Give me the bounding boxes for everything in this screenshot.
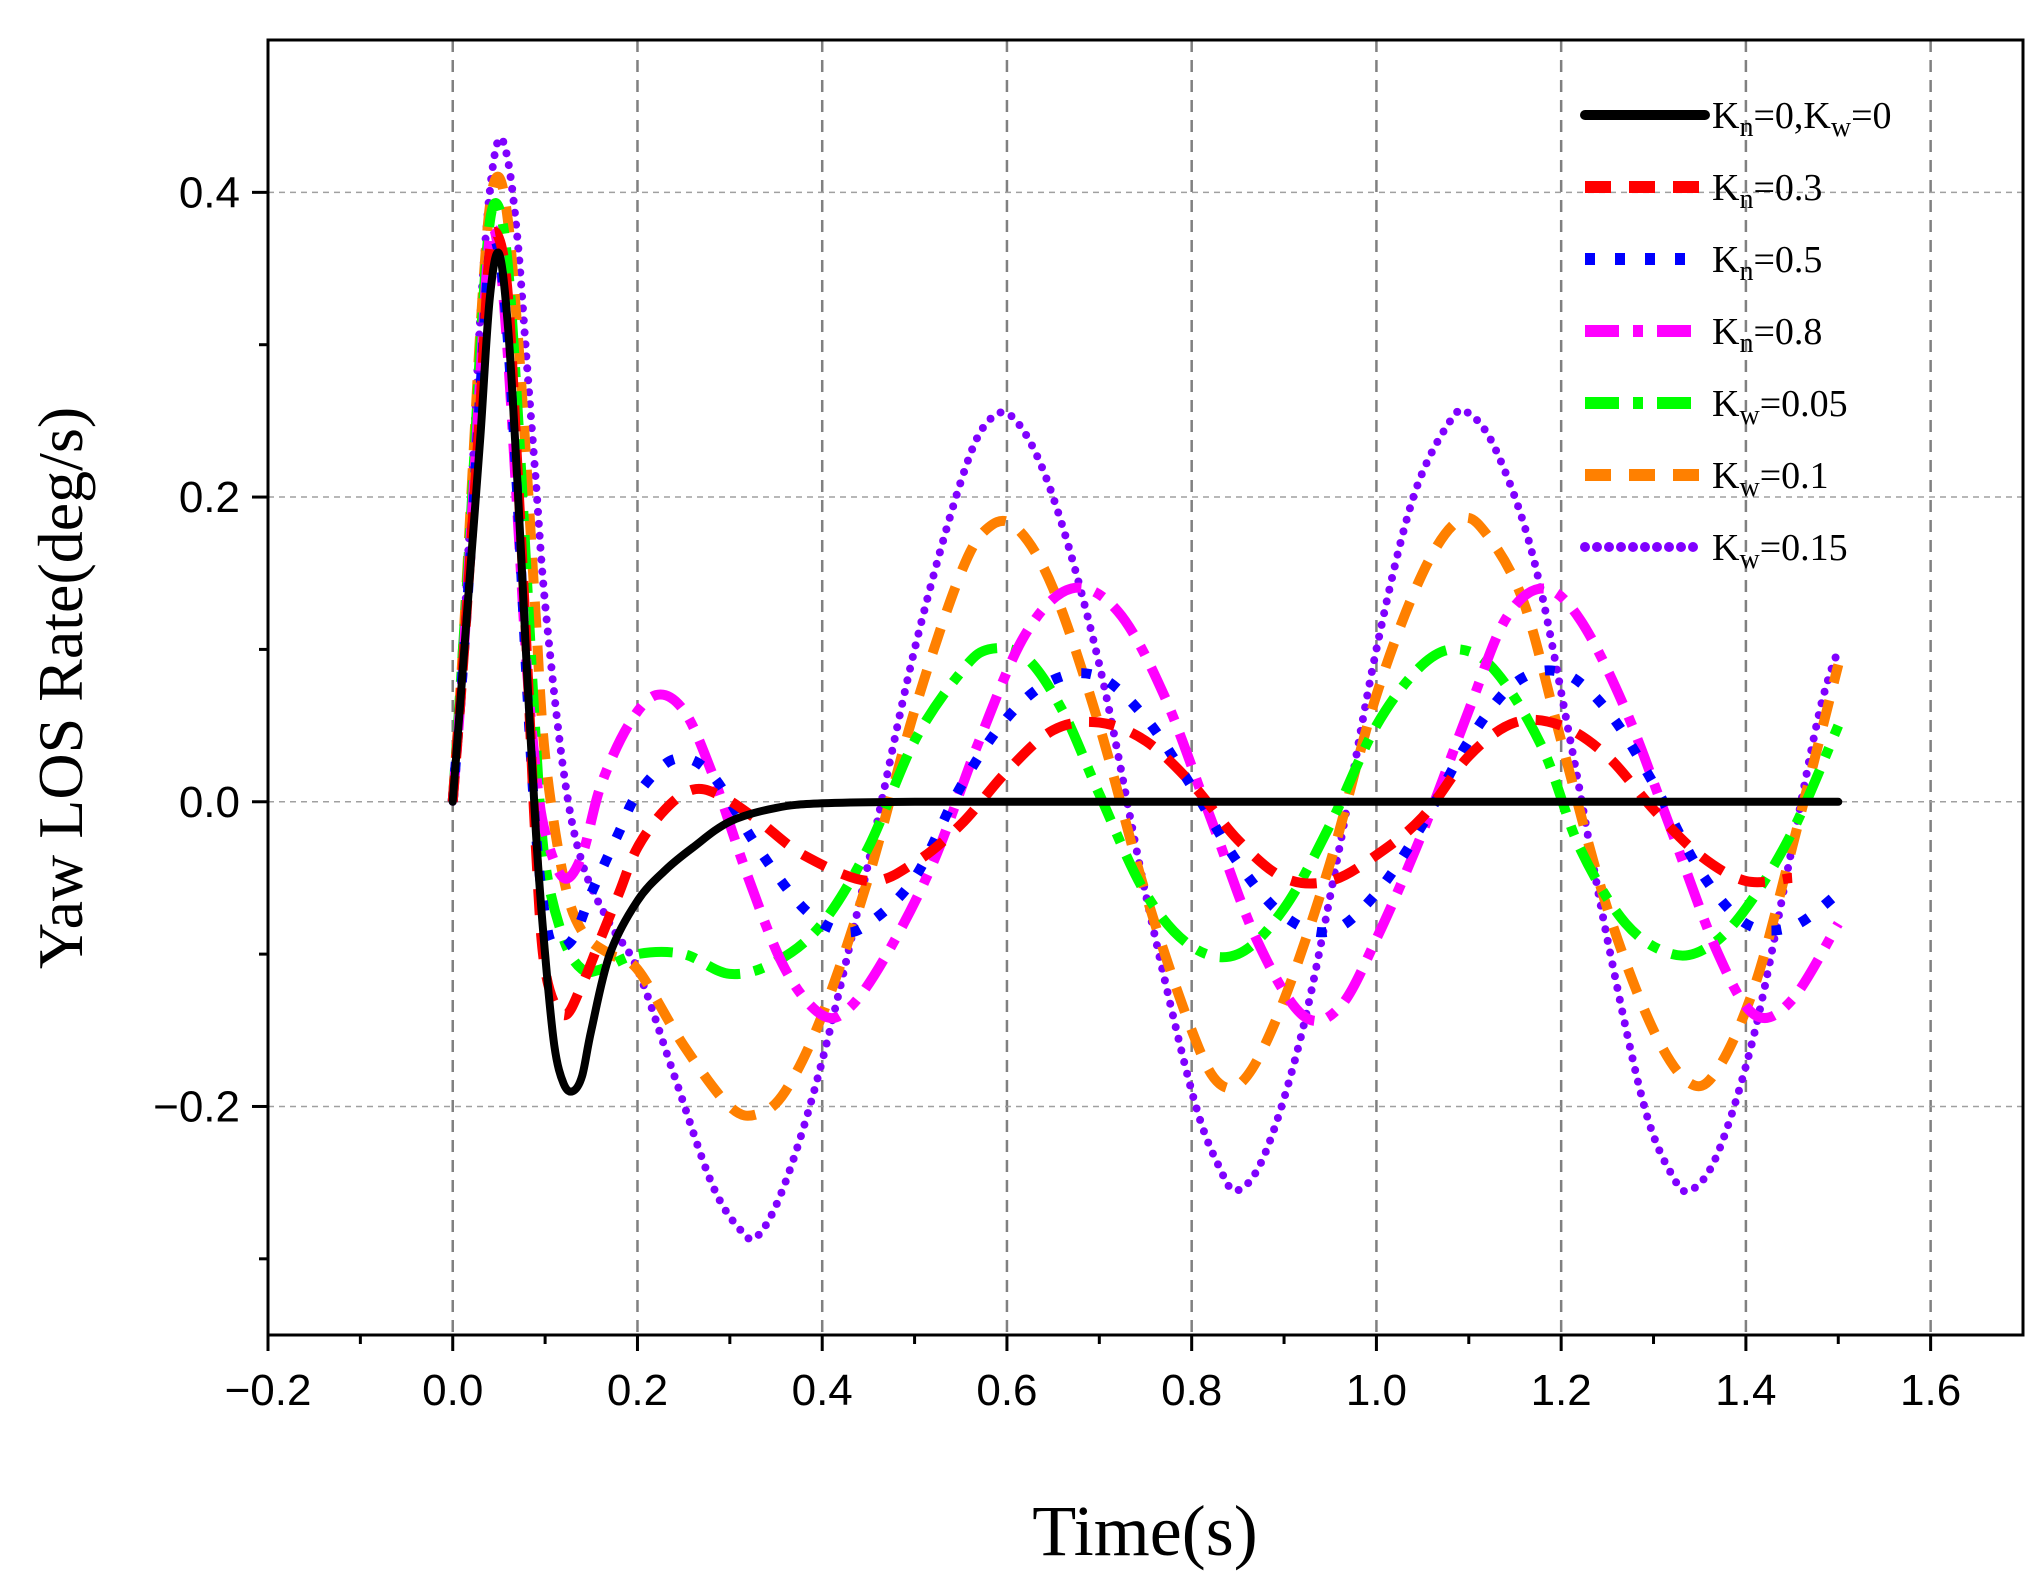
- y-tick-label: 0.4: [179, 168, 240, 217]
- series-line-5: [447, 198, 1843, 980]
- x-tick-label: 0.4: [792, 1366, 853, 1415]
- legend-label: Kw=0.05: [1712, 383, 1848, 431]
- legend-label: Kw=0.15: [1712, 527, 1848, 575]
- legend: Kn=0,Kw=0 Kn=0.3 Kn=0.5 Kn=0.8 Kw=0.05 Kw=0.1…: [1580, 95, 1892, 575]
- x-tick-label: 1.0: [1346, 1366, 1407, 1415]
- series-line-7: [448, 133, 1843, 1244]
- x-tick-label: 0.2: [607, 1366, 668, 1415]
- series-layer: [447, 133, 1844, 1244]
- legend-label: Kn=0.3: [1712, 167, 1822, 215]
- x-axis-title: Time(s): [1032, 1491, 1257, 1571]
- y-tick-label: 0.2: [179, 473, 240, 522]
- series-line-4: [447, 223, 1843, 1026]
- legend-label: Kn=0.5: [1712, 239, 1822, 287]
- legend-label: Kw=0.1: [1712, 455, 1829, 503]
- legend-label: Kn=0,Kw=0: [1712, 95, 1892, 143]
- x-tick-label: 0.0: [422, 1366, 483, 1415]
- series-line-3: [447, 234, 1842, 954]
- x-tick-label: 0.6: [976, 1366, 1037, 1415]
- y-tick-label: −0.2: [153, 1082, 240, 1131]
- y-axis-title: Yaw LOS Rate(deg/s): [25, 407, 96, 969]
- series-line-1: [448, 248, 1843, 1096]
- x-tick-label: 0.8: [1161, 1366, 1222, 1415]
- x-tick-label: 1.6: [1900, 1366, 1961, 1415]
- y-tick-label: 0.0: [179, 778, 240, 827]
- plot-frame: [266, 38, 2025, 1337]
- legend-label: Kn=0.8: [1712, 311, 1822, 359]
- ticks-layer: −0.2 0.0 0.2 0.4 0.6 0.8 1.0 1.2 1.4 1.6 −0.2 0.0 0.…: [153, 168, 1961, 1415]
- x-tick-label: 1.4: [1715, 1366, 1776, 1415]
- x-tick-label: 1.2: [1531, 1366, 1592, 1415]
- x-tick-label: −0.2: [225, 1366, 312, 1415]
